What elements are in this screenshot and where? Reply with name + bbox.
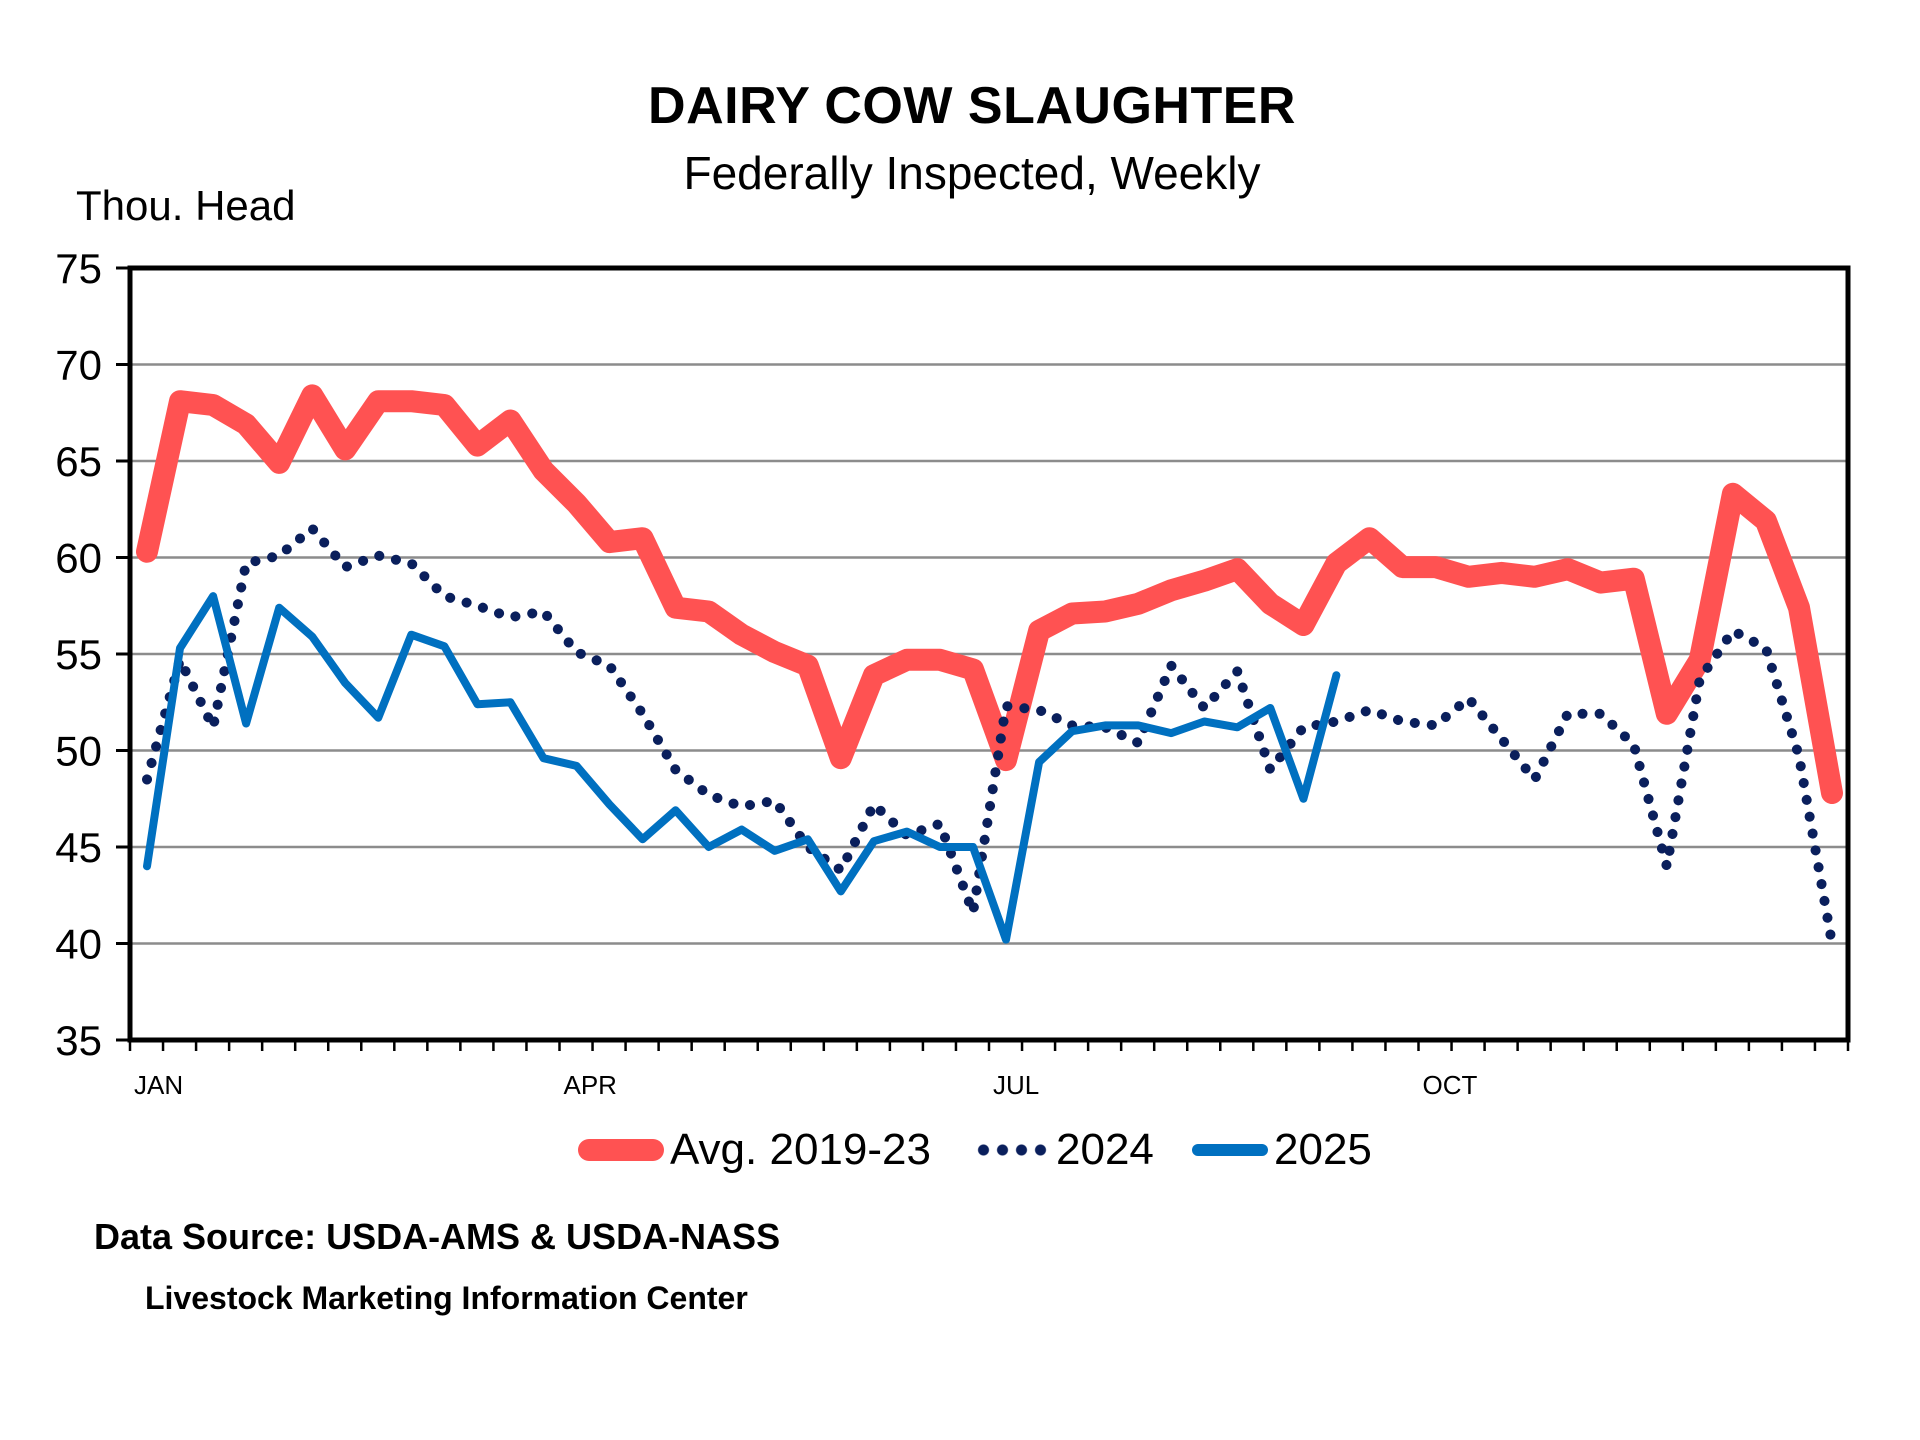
legend-swatch-2024 <box>974 1144 1050 1156</box>
organization-credit: Livestock Marketing Information Center <box>145 1280 748 1316</box>
legend-label-2025: 2025 <box>1274 1125 1372 1174</box>
y-tick-label: 40 <box>55 921 102 968</box>
chart-subtitle: Federally Inspected, Weekly <box>683 147 1261 199</box>
y-tick-label: 65 <box>55 438 102 485</box>
y-tick-label: 45 <box>55 824 102 871</box>
legend-item-2024: 2024 <box>974 1120 1154 1180</box>
y-tick-label: 70 <box>55 342 102 389</box>
x-tick-label: JUL <box>993 1070 1039 1100</box>
y-tick-label: 35 <box>55 1017 102 1064</box>
legend-item-2025: 2025 <box>1192 1120 1372 1180</box>
legend-label-avg: Avg. 2019-23 <box>670 1125 931 1174</box>
x-tick-label: APR <box>564 1070 617 1100</box>
series-line-2025 <box>143 592 1341 944</box>
y-axis-ticks: 35 40 45 50 55 60 65 70 75 <box>55 245 130 1064</box>
legend-label-2024: 2024 <box>1056 1125 1154 1174</box>
plot-frame <box>127 265 1851 1043</box>
x-tick-label: OCT <box>1423 1070 1478 1100</box>
y-axis-unit-label: Thou. Head <box>76 182 296 229</box>
y-tick-label: 75 <box>55 245 102 292</box>
legend: Avg. 2019-23 2024 2025 <box>0 1120 1920 1180</box>
legend-swatch-avg <box>578 1139 664 1161</box>
data-source-note: Data Source: USDA-AMS & USDA-NASS <box>94 1216 781 1257</box>
series-line-avg-2019-23 <box>136 384 1843 804</box>
x-axis-ticks: JAN APR JUL OCT <box>128 1040 1850 1100</box>
legend-item-avg: Avg. 2019-23 <box>578 1120 931 1180</box>
x-tick-label: JAN <box>134 1070 183 1100</box>
y-tick-label: 50 <box>55 728 102 775</box>
y-tick-label: 60 <box>55 535 102 582</box>
y-tick-label: 55 <box>55 631 102 678</box>
gridlines <box>130 363 1848 945</box>
legend-swatch-2025 <box>1192 1144 1268 1156</box>
series-lines <box>136 384 1843 949</box>
chart-title: DAIRY COW SLAUGHTER <box>648 77 1296 135</box>
series-line-2024 <box>142 523 1837 949</box>
